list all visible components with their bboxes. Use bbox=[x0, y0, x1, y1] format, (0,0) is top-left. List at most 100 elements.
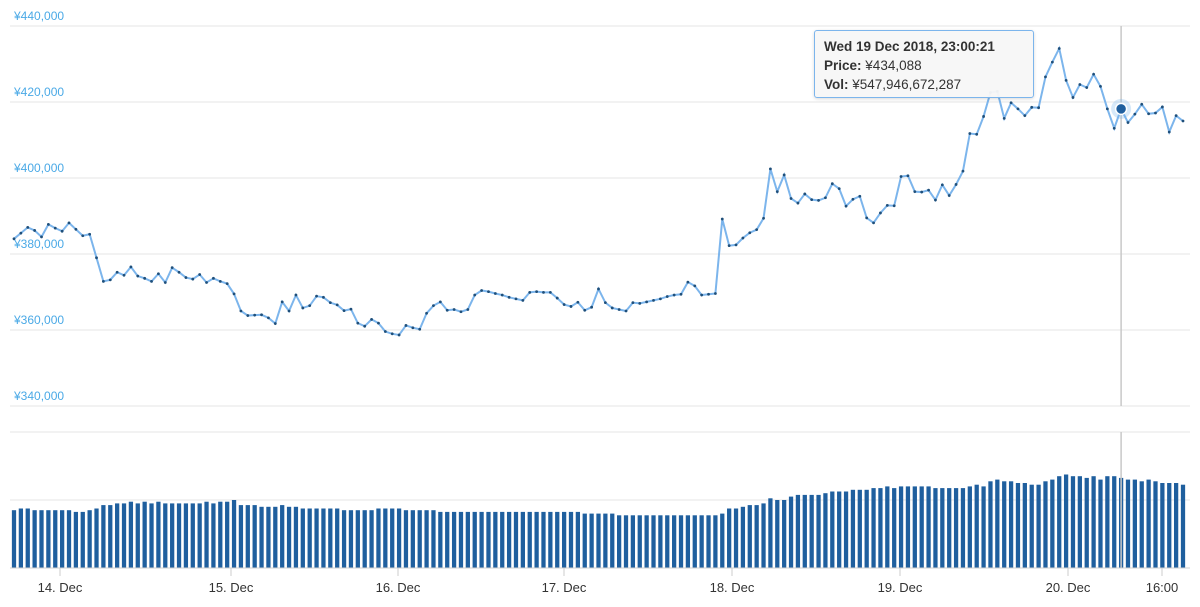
volume-bar bbox=[541, 511, 546, 568]
price-point bbox=[1044, 75, 1047, 79]
price-point bbox=[775, 190, 779, 194]
price-point bbox=[1099, 85, 1102, 88]
volume-bar bbox=[912, 486, 917, 568]
volume-bar bbox=[1173, 483, 1179, 568]
volume-bar bbox=[548, 511, 553, 568]
volume-bar bbox=[362, 510, 367, 568]
price-point bbox=[796, 201, 800, 205]
volume-bar bbox=[25, 508, 30, 568]
price-point bbox=[762, 216, 765, 220]
volume-bar bbox=[1112, 476, 1117, 568]
volume-bar bbox=[960, 488, 966, 568]
price-point bbox=[12, 237, 16, 241]
price-point bbox=[769, 167, 772, 171]
price-point bbox=[88, 232, 92, 236]
volume-bar bbox=[211, 503, 216, 568]
highlighted-point[interactable] bbox=[1111, 98, 1132, 119]
tooltip-price-label: Price: bbox=[824, 58, 862, 73]
volume-bar bbox=[967, 486, 972, 568]
volume-bar bbox=[11, 510, 17, 568]
volume-bar bbox=[843, 491, 849, 568]
price-point bbox=[411, 326, 415, 330]
price-point bbox=[1154, 111, 1157, 115]
volume-bar bbox=[747, 505, 752, 568]
volume-bar bbox=[1029, 484, 1034, 568]
price-point bbox=[954, 183, 958, 186]
data-tooltip: Wed 19 Dec 2018, 23:00:21 Price: ¥434,08… bbox=[814, 30, 1034, 98]
volume-bar bbox=[328, 508, 333, 568]
price-point bbox=[184, 276, 188, 279]
volume-bar bbox=[66, 510, 72, 568]
price-point bbox=[26, 226, 30, 229]
volume-bar bbox=[1077, 476, 1082, 568]
volume-bar bbox=[1022, 483, 1027, 568]
volume-bar bbox=[266, 506, 271, 568]
y-tick-label: ¥360,000 bbox=[13, 313, 64, 327]
price-point bbox=[879, 211, 882, 215]
volume-bar bbox=[782, 500, 787, 568]
volume-bar bbox=[637, 515, 642, 568]
price-point bbox=[239, 309, 243, 313]
volume-bar bbox=[280, 505, 285, 568]
price-point bbox=[844, 204, 848, 208]
x-tick-label: 16:00 bbox=[1146, 580, 1179, 595]
volume-bar bbox=[273, 506, 278, 568]
volume-bar bbox=[905, 486, 911, 568]
tooltip-vol-row: Vol: ¥547,946,672,287 bbox=[824, 75, 1024, 94]
volume-bar bbox=[163, 503, 168, 568]
price-point bbox=[947, 194, 951, 197]
volume-bar bbox=[947, 488, 952, 568]
price-point bbox=[507, 295, 511, 299]
price-point bbox=[397, 333, 401, 337]
price-point bbox=[1071, 96, 1075, 99]
volume-bar bbox=[513, 511, 519, 568]
tooltip-vol-value: ¥547,946,672,287 bbox=[852, 77, 962, 92]
price-point bbox=[122, 273, 126, 277]
price-point bbox=[652, 298, 655, 302]
volume-bar bbox=[857, 489, 862, 568]
price-point bbox=[865, 216, 869, 220]
price-point bbox=[1050, 60, 1054, 64]
volume-bar bbox=[383, 508, 388, 568]
price-point bbox=[404, 324, 408, 327]
price-point bbox=[638, 302, 642, 305]
volume-bar bbox=[995, 479, 1000, 568]
price-point bbox=[390, 332, 394, 336]
volume-bar bbox=[390, 508, 395, 568]
volume-bar bbox=[892, 488, 897, 568]
volume-bar bbox=[713, 515, 718, 568]
price-point bbox=[837, 187, 841, 191]
volume-bar bbox=[493, 511, 498, 568]
volume-bar bbox=[974, 484, 979, 568]
volume-bar bbox=[685, 515, 691, 568]
volume-bar bbox=[149, 503, 154, 568]
price-point bbox=[493, 292, 497, 295]
price-point bbox=[1023, 114, 1027, 118]
volume-bar bbox=[1084, 477, 1089, 568]
price-point bbox=[1181, 119, 1185, 123]
volume-bar bbox=[589, 513, 594, 568]
volume-bar bbox=[286, 506, 292, 568]
volume-bar bbox=[672, 515, 677, 568]
price-point bbox=[603, 301, 607, 305]
volume-bar bbox=[919, 486, 924, 568]
price-point bbox=[136, 274, 140, 278]
volume-bar bbox=[369, 510, 374, 568]
price-point bbox=[198, 273, 202, 276]
price-point bbox=[383, 330, 387, 333]
volume-bar bbox=[981, 486, 986, 568]
volume-bar bbox=[534, 511, 539, 568]
tooltip-price-value: ¥434,088 bbox=[865, 58, 922, 73]
price-point bbox=[452, 308, 456, 311]
price-point bbox=[95, 256, 98, 260]
volume-bar bbox=[1036, 484, 1041, 568]
volume-bar bbox=[775, 500, 780, 568]
price-point bbox=[287, 309, 291, 313]
volume-bar bbox=[933, 488, 938, 568]
volume-bar bbox=[1098, 479, 1103, 568]
price-point bbox=[500, 293, 504, 297]
volume-bar bbox=[341, 510, 347, 568]
volume-bar bbox=[795, 494, 801, 568]
volume-bar bbox=[108, 505, 113, 568]
